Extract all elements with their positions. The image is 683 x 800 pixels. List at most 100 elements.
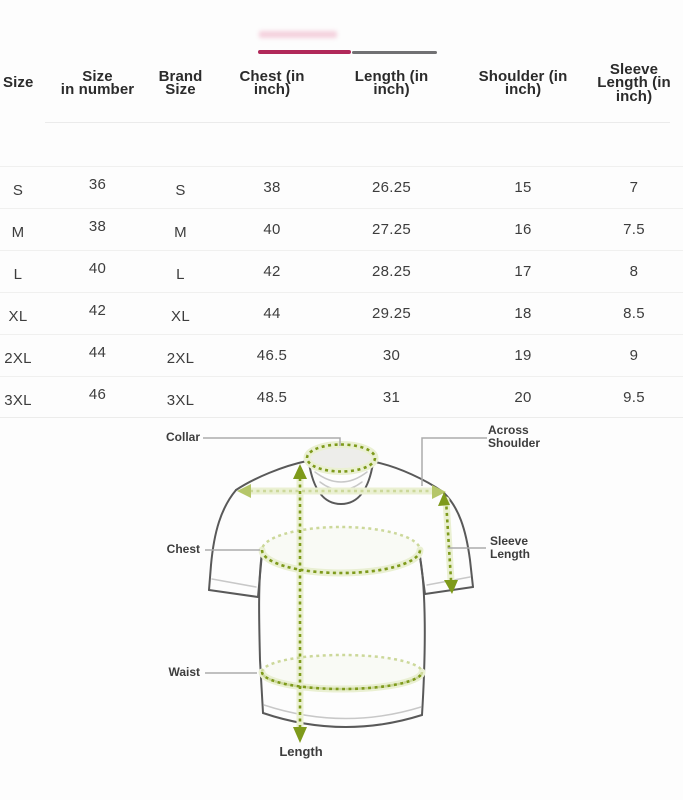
table-cell: S [175,182,186,199]
shoulder-arrowhead-right [432,485,446,499]
table-cell: 3XL [166,391,195,409]
table-cell: L [13,266,23,283]
waist-ellipse [260,653,424,691]
header-line: Length (in [597,74,671,92]
header-cell-chest: Chest (in inch) [222,67,322,97]
table-cell: 28.25 [371,263,412,280]
table-cell: 15 [514,179,532,196]
header-cell-brand-size: Brand Size [139,67,222,98]
waist-label: Waist [168,665,200,679]
header-line: in number [60,81,135,98]
table-row: XL 42 XL 44 29.25 18 8.5 [0,292,683,334]
label-line: Length [490,547,530,561]
table-cell: 2XL [4,350,32,367]
length-tab-indicator [352,51,437,54]
header-cell-size: Size [0,76,56,90]
table-cell: 2XL [166,350,195,367]
table-cell: 31 [382,388,401,406]
tshirt-diagram-svg [203,437,487,743]
header-line: Chest (in [239,67,305,85]
size-table-body: S 36 S 38 26.25 15 7 M 38 M 40 27.25 16 … [0,166,683,418]
header-cell-size-in-number: Size in number [56,67,139,98]
table-cell: 7 [629,179,639,196]
header-cell-shoulder: Shoulder (in inch) [461,67,585,98]
table-cell: XL [8,308,28,325]
table-cell: 29.25 [371,305,412,322]
header-line: Shoulder (in [478,67,568,85]
table-cell: 42 [263,263,281,280]
header-line: Size [3,74,34,92]
table-cell: 8.5 [623,305,645,322]
table-cell: M [11,224,25,241]
table-cell: 36 [88,176,107,193]
table-cell: 44 [263,305,281,322]
header-line: Size [165,81,196,98]
table-cell: 42 [88,302,107,319]
table-cell: 9.5 [623,388,645,406]
sleeve-arrowhead-top [438,492,450,506]
measure-dashed-light [250,489,433,691]
arrowheads [237,464,458,743]
table-row: L 40 L 42 28.25 17 8 [0,250,683,292]
table-cell: S [12,182,24,199]
across-shoulder-pointer [421,437,487,486]
table-cell: 19 [514,347,532,364]
header-line: Length (in [354,67,429,85]
table-cell: 40 [88,260,107,277]
table-cell: 8 [629,263,639,280]
sleeve-arrowhead-bottom [444,580,458,594]
label-line: Shoulder [488,436,541,450]
table-cell: 44 [88,344,107,361]
table-cell: 48.5 [256,388,288,406]
table-row: 2XL 44 2XL 46.5 30 19 9 [0,334,683,376]
table-cell: 3XL [4,391,32,409]
label-pointer-lines [203,437,487,674]
table-cell: 20 [514,388,532,406]
length-arrowhead-bottom [293,727,307,743]
table-row: S 36 S 38 26.25 15 7 [0,166,683,208]
header-line: Sleeve [609,60,659,78]
tshirt-stitch-lines [211,471,471,720]
label-line: Sleeve [490,534,529,548]
table-cell: XL [171,308,190,325]
collar-back-fill [307,444,375,472]
header-cell-sleeve-length: Sleeve Length (in inch) [585,60,683,105]
label-line: Across [488,423,529,437]
table-cell: 26.25 [371,179,412,196]
sleeve-length-label: Sleeve Length [490,535,530,561]
chest-tab-indicator [258,50,351,54]
across-shoulder-label: Across Shoulder [488,424,540,450]
tshirt-measurement-diagram: Collar Chest Waist Across Shoulder Sleev… [0,420,683,800]
length-arrowhead-top [293,464,307,479]
table-cell: 18 [514,305,532,322]
header-line: inch) [373,81,410,98]
table-cell: 16 [514,221,532,238]
table-cell: L [176,266,185,283]
shoulder-arrowhead-left [237,484,251,498]
chest-ellipse [260,525,422,575]
table-cell: 27.25 [371,221,412,238]
sleeve-length-arrow [444,499,453,581]
table-cell: 46.5 [256,347,288,364]
table-cell: 9 [629,347,639,364]
measure-dashed-dark [260,443,453,728]
header-line: inch) [615,87,653,105]
table-row: 3XL 46 3XL 48.5 31 20 9.5 [0,376,683,418]
table-cell: 46 [88,385,107,403]
header-line: Brand [158,67,203,85]
collar-pointer [203,437,341,446]
table-cell: 40 [263,221,281,238]
chest-label: Chest [166,542,200,556]
table-cell: 38 [263,179,281,196]
collar-label: Collar [165,430,200,444]
table-cell: 17 [514,263,532,280]
header-line: Size [82,67,113,85]
table-cell: 30 [382,347,401,364]
header-cell-length: Length (in inch) [322,67,461,98]
chest-tab-indicator-glow [259,31,337,38]
table-row: M 38 M 40 27.25 16 7.5 [0,208,683,250]
collar-ellipse [305,443,377,473]
tshirt-outline [208,460,474,728]
table-cell: 38 [88,218,107,235]
header-line: inch) [504,81,542,98]
